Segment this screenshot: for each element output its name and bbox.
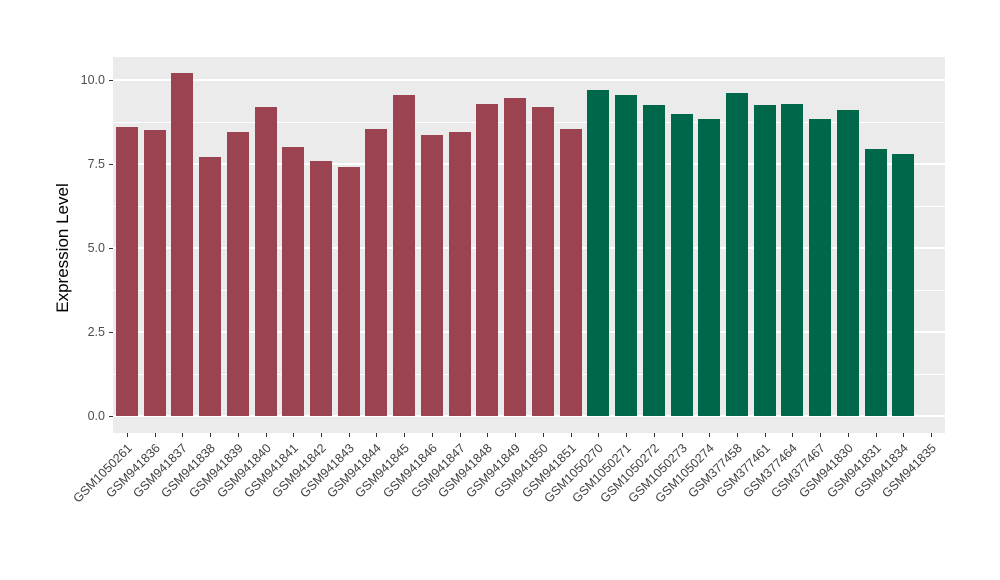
x-tick-mark (542, 433, 544, 437)
bar-GSM1050272 (642, 105, 665, 416)
bar-GSM941831 (864, 148, 887, 416)
bar-GSM941849 (504, 98, 527, 416)
bar-GSM941846 (420, 135, 443, 416)
bar-GSM941844 (365, 128, 388, 416)
bar-GSM941841 (282, 147, 305, 416)
bar-GSM941851 (559, 128, 582, 416)
gridline-major (113, 331, 945, 333)
bar-GSM377467 (809, 118, 832, 416)
x-tick-mark (764, 433, 766, 437)
bar-GSM941836 (143, 130, 166, 416)
x-tick-mark (626, 433, 628, 437)
bar-GSM941830 (836, 110, 859, 416)
x-tick-mark (847, 433, 849, 437)
bar-GSM941848 (476, 103, 499, 416)
bar-GSM941850 (531, 106, 554, 416)
y-tick-label: 0.0 (87, 409, 105, 423)
bar-GSM941835 (920, 161, 942, 416)
bar-GSM941834 (892, 153, 915, 416)
x-tick-mark (570, 433, 572, 437)
x-tick-mark (487, 433, 489, 437)
bar-GSM941840 (254, 106, 277, 416)
x-tick-mark (182, 433, 184, 437)
gridline-major (113, 79, 945, 81)
y-tick-mark (109, 332, 113, 333)
x-tick-mark (737, 433, 738, 437)
y-tick-mark (109, 80, 113, 81)
x-tick-mark (459, 433, 461, 437)
plot-panel (113, 57, 945, 433)
bar-GSM941839 (226, 132, 249, 416)
bar-GSM941842 (310, 160, 332, 416)
y-tick-label: 2.5 (87, 325, 105, 339)
x-tick-mark (709, 433, 711, 437)
gridline-major (113, 415, 945, 417)
x-tick-mark (820, 433, 822, 437)
y-tick-mark (109, 164, 113, 165)
bar-GSM1050273 (670, 113, 693, 416)
x-tick-mark (431, 433, 433, 437)
y-tick-label: 5.0 (87, 241, 105, 255)
x-tick-mark (875, 433, 877, 437)
x-tick-mark (210, 433, 212, 437)
x-tick-mark (237, 433, 239, 437)
bar-GSM377464 (781, 103, 804, 416)
gridline-minor (113, 121, 945, 123)
gridline-minor (113, 289, 945, 291)
x-tick-mark (293, 433, 295, 437)
x-tick-mark (404, 433, 406, 437)
x-tick-mark (321, 433, 322, 437)
gridline-minor (113, 373, 945, 375)
bar-GSM941847 (448, 132, 471, 416)
bar-GSM377458 (726, 93, 748, 416)
x-tick-mark (154, 433, 156, 437)
bar-GSM941837 (171, 73, 194, 416)
x-tick-mark (653, 433, 655, 437)
x-tick-mark (265, 433, 267, 437)
gridline-major (113, 247, 945, 249)
bar-GSM941845 (393, 95, 416, 416)
y-tick-label: 10.0 (80, 73, 105, 87)
x-tick-mark (376, 433, 378, 437)
x-tick-mark (348, 433, 350, 437)
bar-GSM377461 (753, 105, 776, 416)
x-tick-mark (681, 433, 683, 437)
x-tick-mark (126, 433, 128, 437)
x-tick-mark (792, 433, 794, 437)
bar-GSM1050271 (615, 95, 638, 416)
bar-GSM1050274 (698, 118, 721, 416)
y-tick-mark (109, 248, 113, 249)
y-tick-mark (109, 416, 113, 417)
gridline-minor (113, 205, 945, 207)
bar-GSM941843 (337, 167, 360, 416)
x-tick-mark (598, 433, 600, 437)
x-tick-mark (903, 433, 905, 437)
x-tick-mark (515, 433, 517, 437)
bar-GSM1050270 (587, 90, 610, 416)
x-tick-mark (931, 433, 933, 437)
bar-GSM941838 (199, 157, 222, 416)
bar-GSM1050261 (115, 127, 138, 416)
gridline-major (113, 163, 945, 165)
y-tick-label: 7.5 (87, 157, 105, 171)
